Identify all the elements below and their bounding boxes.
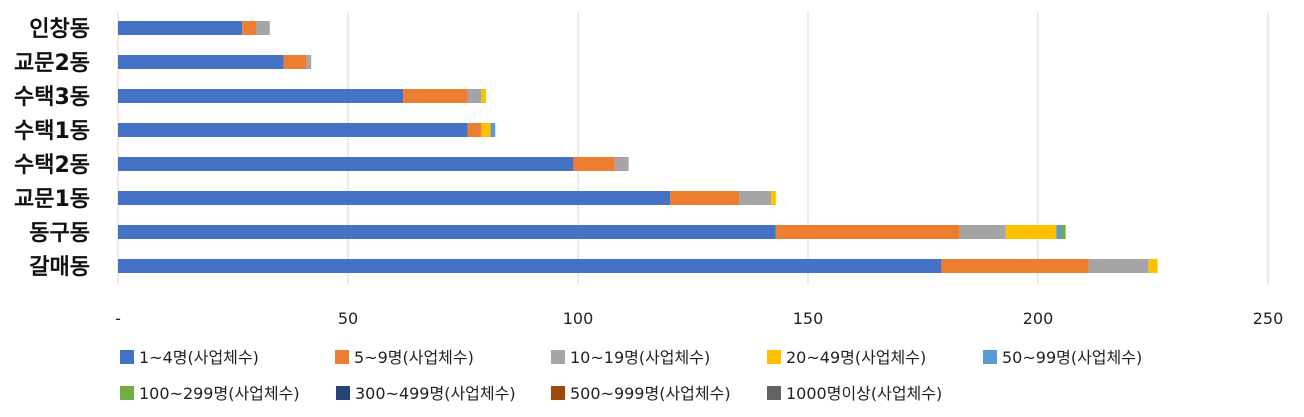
bar-segment <box>256 21 270 35</box>
category-label: 수택3동 <box>14 85 90 110</box>
legend-swatch <box>983 350 997 364</box>
bar-segment <box>739 191 772 205</box>
bar-segment <box>771 191 776 205</box>
legend-label: 500~999명(사업체수) <box>570 384 731 403</box>
legend-label: 20~49명(사업체수) <box>786 348 926 367</box>
category-label: 갈매동 <box>29 255 90 280</box>
bar-segment <box>1061 225 1066 239</box>
bar-segment <box>467 123 482 137</box>
category-label: 동구동 <box>29 221 90 246</box>
bar-segment <box>283 55 307 69</box>
bar-segment <box>242 21 256 35</box>
x-axis-ticks: - 50 100 150 200 250 <box>115 309 1283 328</box>
gridlines <box>117 12 1269 285</box>
legend-label: 100~299명(사업체수) <box>139 384 300 403</box>
x-tick-label: 250 <box>1253 309 1284 328</box>
bar-segment <box>959 225 1006 239</box>
legend-swatch <box>551 350 565 364</box>
legend-swatch <box>120 386 134 400</box>
bar-segment <box>481 89 486 103</box>
bar-segment <box>1005 225 1057 239</box>
bar-segment <box>467 89 482 103</box>
bar-segment <box>775 225 960 239</box>
bar-segment <box>1056 225 1061 239</box>
legend-swatch <box>767 350 781 364</box>
legend-label: 1000명이상(사업체수) <box>786 384 942 403</box>
category-label: 교문2동 <box>14 51 90 76</box>
bar-segment <box>118 89 404 103</box>
legend-swatch <box>336 386 350 400</box>
category-label: 수택1동 <box>14 119 90 144</box>
legend-swatch <box>551 386 565 400</box>
bar-segment <box>403 89 468 103</box>
bar-segment <box>118 191 670 205</box>
legend: 1~4명(사업체수) 5~9명(사업체수) 10~19명(사업체수) 20~49명(사… <box>120 348 1142 403</box>
legend-label: 5~9명(사업체수) <box>354 348 474 367</box>
bar-segment <box>118 123 468 137</box>
legend-label: 300~499명(사업체수) <box>355 384 516 403</box>
bar-segment <box>670 191 739 205</box>
bar-segment <box>118 55 284 69</box>
bar-segment <box>573 157 615 171</box>
legend-swatch <box>120 350 134 364</box>
bar-segment <box>1088 259 1149 273</box>
legend-label: 10~19명(사업체수) <box>570 348 710 367</box>
bar-segment <box>118 225 776 239</box>
x-tick-label: - <box>115 309 121 328</box>
category-label: 수택2동 <box>14 153 90 178</box>
bar-segment <box>1148 259 1158 273</box>
x-tick-label: 100 <box>563 309 594 328</box>
bar-segment <box>614 157 629 171</box>
category-label: 인창동 <box>29 17 90 42</box>
legend-label: 1~4명(사업체수) <box>139 348 259 367</box>
legend-label: 50~99명(사업체수) <box>1002 348 1142 367</box>
bar-segment <box>941 259 1089 273</box>
bar-segment <box>490 123 496 137</box>
x-tick-label: 50 <box>338 309 358 328</box>
x-tick-label: 200 <box>1023 309 1054 328</box>
bar-segment <box>118 157 574 171</box>
x-tick-label: 150 <box>793 309 824 328</box>
legend-swatch <box>335 350 349 364</box>
bar-segment <box>481 123 491 137</box>
bar-segment <box>306 55 312 69</box>
legend-swatch <box>767 386 781 400</box>
bar-segment <box>118 259 942 273</box>
bars <box>118 21 1158 273</box>
bar-segment <box>118 21 243 35</box>
category-label: 교문1동 <box>14 187 90 212</box>
